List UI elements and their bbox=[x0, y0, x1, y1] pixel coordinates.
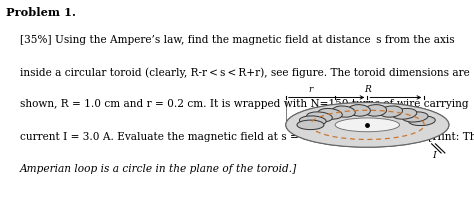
Ellipse shape bbox=[348, 105, 370, 117]
Ellipse shape bbox=[286, 103, 449, 147]
Text: Amperian loop is a circle in the plane of the toroid.]: Amperian loop is a circle in the plane o… bbox=[20, 164, 297, 174]
Ellipse shape bbox=[392, 131, 417, 142]
Text: Problem 1.: Problem 1. bbox=[6, 7, 75, 18]
Ellipse shape bbox=[307, 112, 332, 122]
Ellipse shape bbox=[402, 128, 428, 138]
Text: current I = 3.0 A. Evaluate the magnetic field at s = 0.9 cm and s = 1.4 cm. [Hi: current I = 3.0 A. Evaluate the magnetic… bbox=[20, 131, 474, 141]
Ellipse shape bbox=[379, 133, 402, 144]
Ellipse shape bbox=[409, 124, 435, 134]
Ellipse shape bbox=[332, 133, 356, 144]
Ellipse shape bbox=[392, 109, 417, 120]
Text: r: r bbox=[309, 85, 312, 94]
Ellipse shape bbox=[318, 109, 342, 120]
Text: I: I bbox=[432, 150, 436, 159]
Ellipse shape bbox=[379, 106, 402, 118]
Ellipse shape bbox=[300, 124, 326, 134]
Ellipse shape bbox=[365, 105, 387, 117]
Text: shown, R = 1.0 cm and r = 0.2 cm. It is wrapped with N=150 turns of wire carryin: shown, R = 1.0 cm and r = 0.2 cm. It is … bbox=[20, 99, 468, 109]
Ellipse shape bbox=[307, 128, 332, 138]
Ellipse shape bbox=[318, 131, 342, 142]
Ellipse shape bbox=[332, 106, 356, 118]
Text: inside a circular toroid (clearly, R-r < s < R+r), see figure. The toroid dimens: inside a circular toroid (clearly, R-r <… bbox=[20, 67, 470, 77]
Ellipse shape bbox=[402, 112, 428, 122]
Ellipse shape bbox=[300, 116, 326, 126]
Ellipse shape bbox=[297, 121, 324, 130]
Ellipse shape bbox=[409, 116, 435, 126]
Ellipse shape bbox=[410, 121, 438, 130]
Text: [35%] Using the Ampere’s law, find the magnetic field at distance  s from the ax: [35%] Using the Ampere’s law, find the m… bbox=[20, 34, 455, 44]
Ellipse shape bbox=[335, 118, 400, 132]
Ellipse shape bbox=[348, 134, 370, 145]
Ellipse shape bbox=[335, 118, 400, 132]
Ellipse shape bbox=[286, 103, 449, 147]
Text: R: R bbox=[364, 85, 371, 94]
Ellipse shape bbox=[365, 134, 387, 145]
